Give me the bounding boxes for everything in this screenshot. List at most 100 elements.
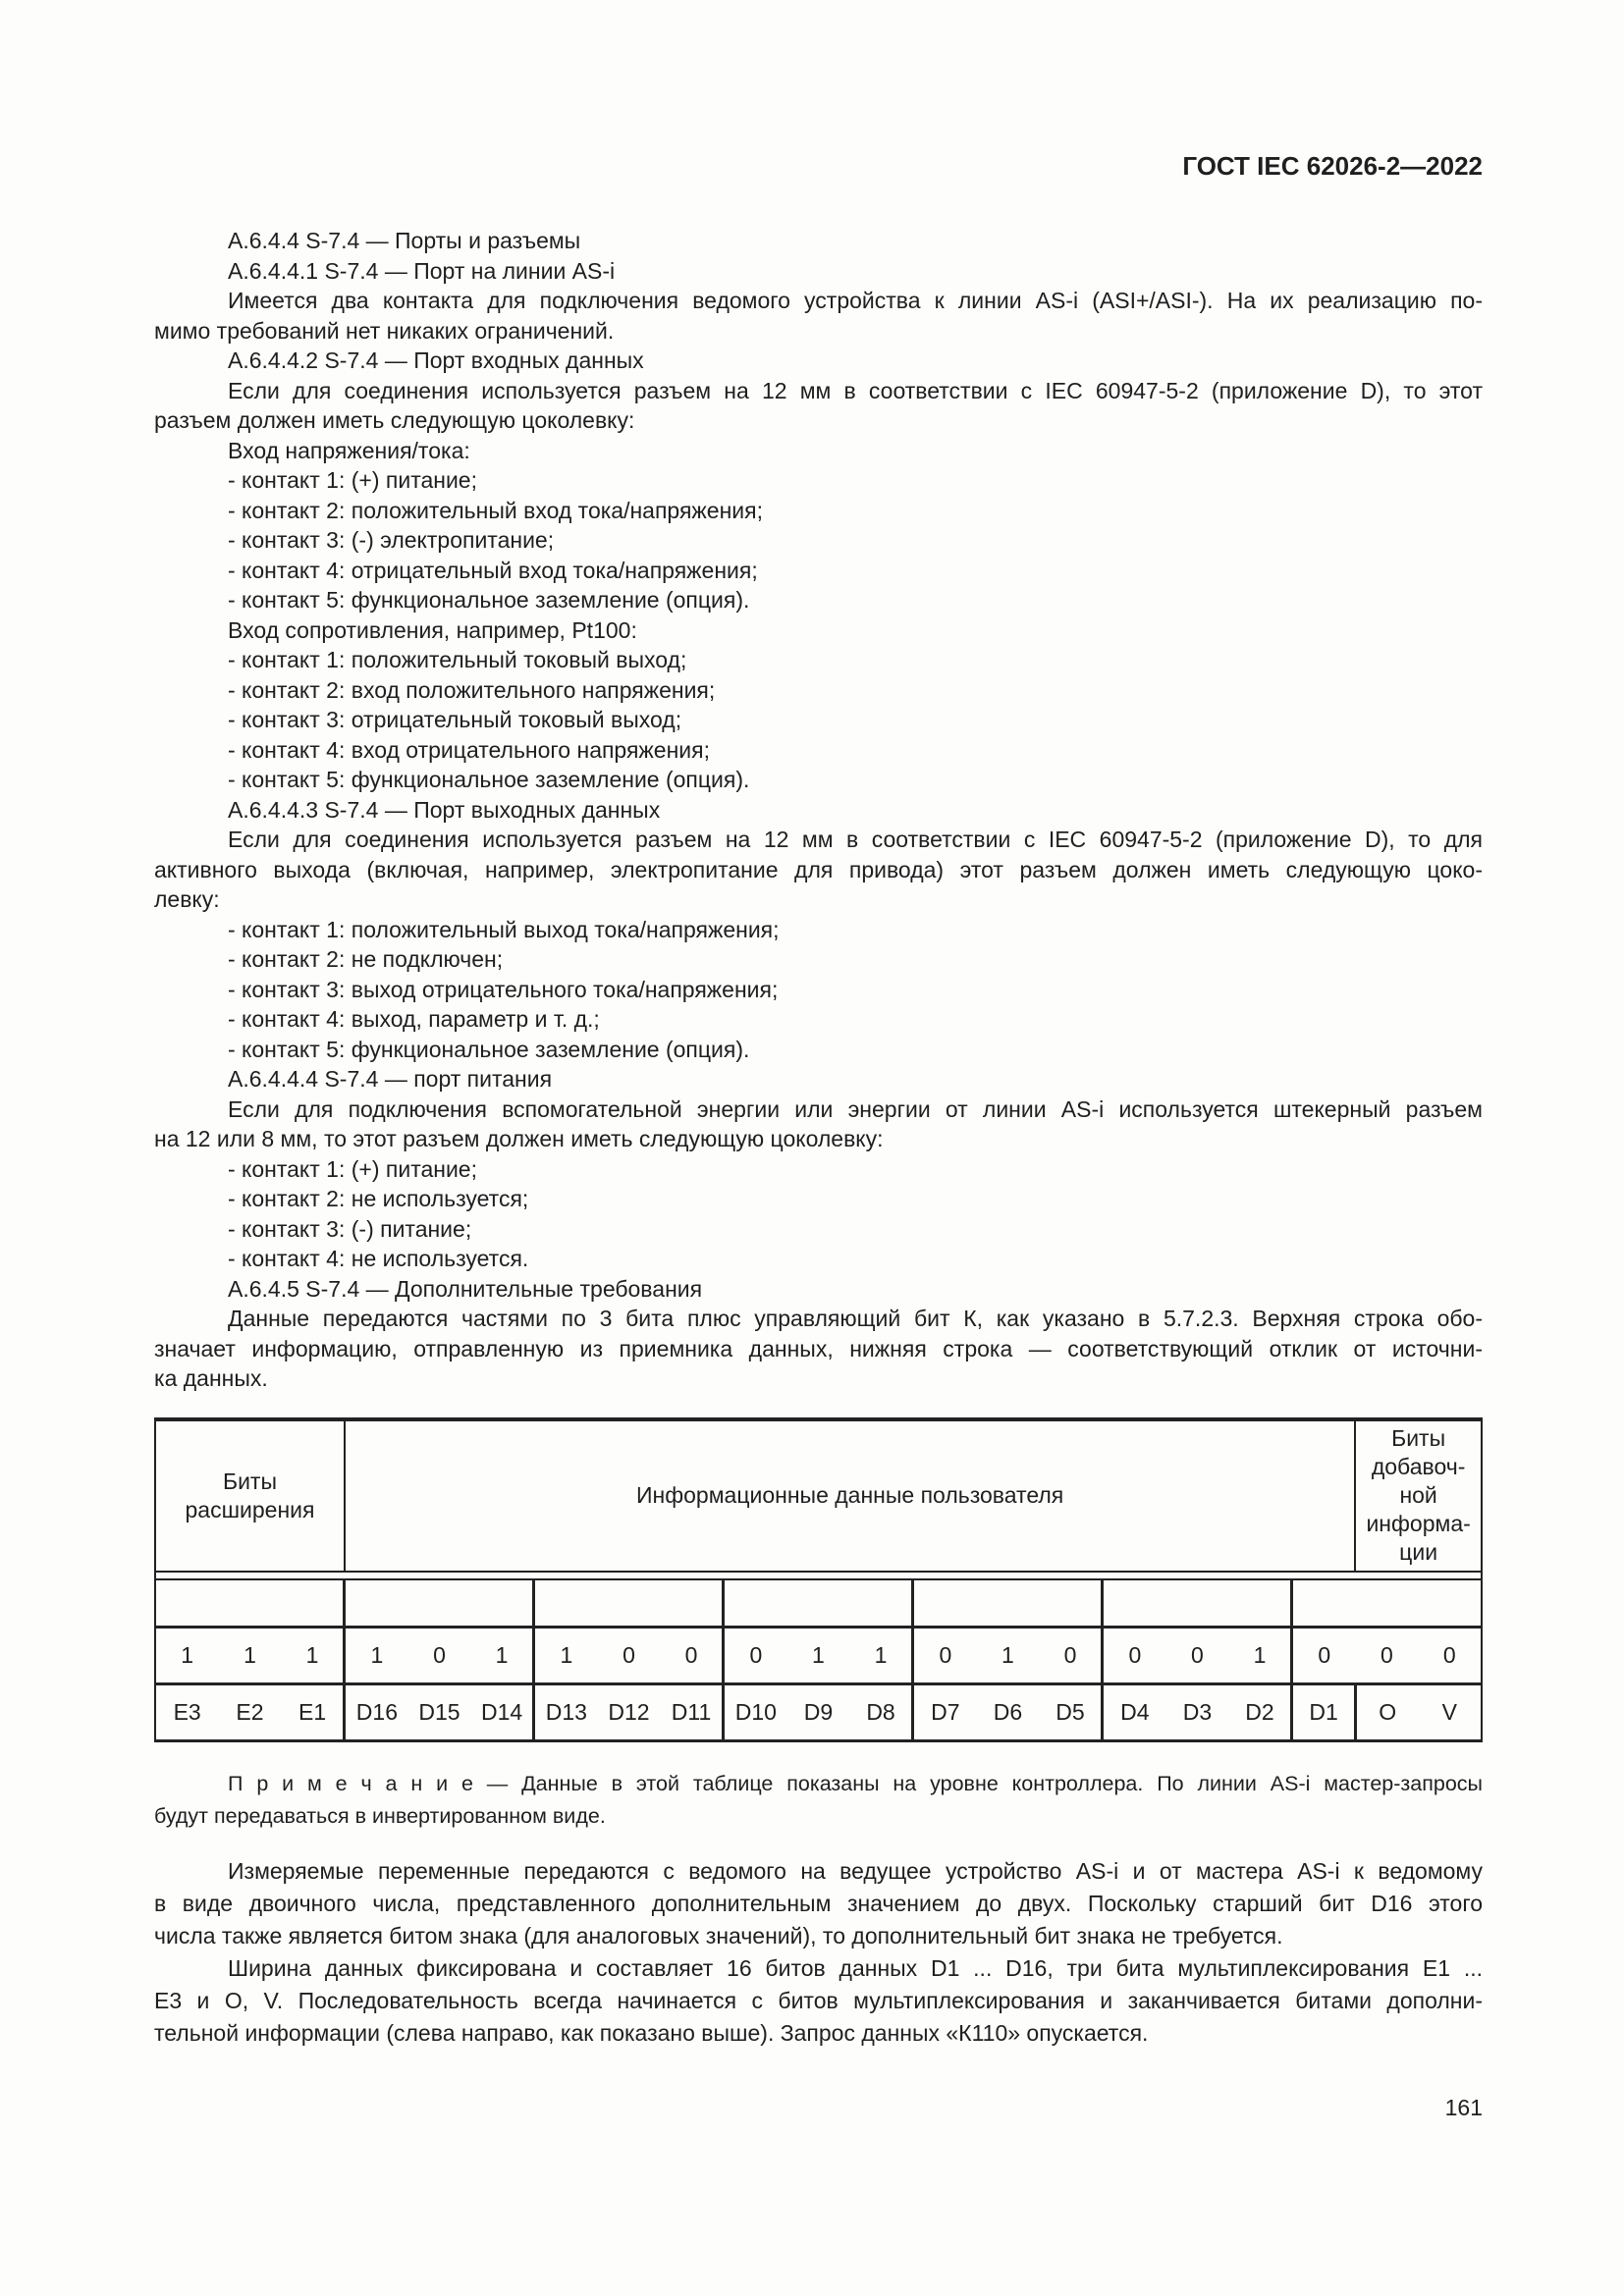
bit-value-cell: 0 (1165, 1627, 1229, 1685)
bit-structure-table: Биты расширения Информационные данные по… (154, 1416, 1483, 1742)
table-spacer-row (155, 1571, 1482, 1580)
bit-label-cell: D7 (931, 1698, 960, 1725)
group-cell (155, 1578, 347, 1629)
group-cell (533, 1578, 726, 1629)
table-values-row: 1 1 1 1 0 1 1 0 0 0 1 1 0 1 0 0 0 1 0 0 (155, 1627, 1482, 1685)
bit-value-cell: 1 (470, 1627, 536, 1685)
text-line: - контакт 3: выход отрицательного тока/н… (228, 976, 779, 1002)
note-line: П р и м е ч а н и е — Данные в этой табл… (228, 1771, 1483, 1795)
bit-value-cell: 0 (1291, 1627, 1356, 1685)
text-line: А.6.4.4 S-7.4 — Порты и разъемы (228, 228, 581, 253)
text-line: - контакт 5: функциональное заземление (… (228, 767, 750, 792)
text-line: - контакт 1: (+) питание; (228, 467, 477, 493)
col-header-extension-bits: Биты расширения (155, 1418, 346, 1573)
spacer-cell (155, 1571, 1482, 1580)
bit-value-cell: 1 (1228, 1627, 1294, 1685)
page-header: ГОСТ IEC 62026-2—2022 (154, 149, 1483, 183)
text-line: Ширина данных фиксирована и составляет 1… (228, 1954, 1483, 1981)
text-line: - контакт 5: функциональное заземление (… (228, 1036, 750, 1062)
text-line: Если для соединения используется разъем … (228, 377, 1483, 403)
bit-value-cell: 0 (407, 1627, 471, 1685)
group-cell (1291, 1578, 1482, 1629)
text-line: мимо требований нет никаких ограничений. (154, 317, 615, 344)
bit-label-cell: D16 (355, 1698, 398, 1725)
bit-value-cell: 0 (597, 1627, 661, 1685)
bit-value-cell: 0 (1039, 1627, 1105, 1685)
bit-value-cell: 0 (723, 1627, 787, 1685)
table-header-row: Биты расширения Информационные данные по… (155, 1418, 1482, 1573)
bit-label-cell: O (1379, 1698, 1397, 1725)
bit-value-cell: 0 (660, 1627, 726, 1685)
group-cell (1102, 1578, 1294, 1629)
text-line: - контакт 1: положительный выход тока/на… (228, 916, 780, 942)
text-line: числа также является битом знака (для ан… (154, 1922, 1283, 1949)
text-line: - контакт 3: (-) электропитание; (228, 527, 555, 553)
bit-label-cell: D4 (1120, 1698, 1150, 1725)
bit-value-cell: 0 (1355, 1627, 1419, 1685)
body-text: А.6.4.4 S-7.4 — Порты и разъемы А.6.4.4.1… (154, 226, 1483, 1394)
group-cell (344, 1578, 536, 1629)
bit-label-cell: D13 (545, 1698, 587, 1725)
group-cell (912, 1578, 1105, 1629)
bit-label-cell: D5 (1039, 1683, 1105, 1740)
bit-label-cell: D12 (608, 1698, 650, 1725)
text-line: на 12 или 8 мм, то этот разъем должен им… (154, 1126, 884, 1151)
bit-label-cell: D2 (1228, 1683, 1294, 1740)
bit-value-cell: 1 (976, 1627, 1040, 1685)
text-line: - контакт 1: положительный токовый выход… (228, 647, 687, 672)
text-line: Если для подключения вспомогательной эне… (228, 1095, 1483, 1122)
bit-label-cell: D6 (993, 1698, 1023, 1725)
text-line: тельной информации (слева направо, как п… (154, 2019, 1149, 2046)
text-line: - контакт 2: положительный вход тока/нап… (228, 497, 763, 523)
text-line: - контакт 3: (-) питание; (228, 1215, 472, 1242)
doc-number: ГОСТ IEC 62026-2—2022 (1182, 151, 1483, 181)
page-number: 161 (1444, 2094, 1483, 2120)
table-group-row (155, 1578, 1482, 1629)
bit-value-cell: 1 (281, 1627, 347, 1685)
text-line: в виде двоичного числа, представленного … (154, 1890, 1483, 1916)
bit-value-cell: 1 (786, 1627, 850, 1685)
bit-label-cell: D3 (1182, 1698, 1213, 1725)
bit-label-cell: D15 (418, 1698, 460, 1725)
text-line: - контакт 2: не подключен; (228, 946, 504, 972)
closing-paragraphs: Измеряемые переменные передаются с ведом… (154, 1855, 1483, 2050)
text-line: А.6.4.5 S-7.4 — Дополнительные требовани… (228, 1275, 703, 1302)
text-line: А.6.4.4.3 S-7.4 — Порт выходных данных (228, 796, 661, 823)
col-header-additional-bits: Биты добавоч- ной информа- ции (1354, 1418, 1482, 1573)
text-line: левку: (154, 886, 220, 912)
text-line: Данные передаются частями по 3 бита плюс… (228, 1306, 1483, 1331)
text-line: - контакт 5: функциональное заземление (… (228, 587, 750, 613)
table-labels-row: E3 E2 E1 D16 D15 D14 D13 D12 D11 D10 D9 … (155, 1683, 1482, 1740)
text-line: - контакт 4: вход отрицательного напряже… (228, 736, 710, 763)
text-line: - контакт 4: отрицательный вход тока/нап… (228, 557, 758, 583)
text-line: ка данных. (154, 1365, 268, 1391)
bit-value-cell: 1 (533, 1627, 598, 1685)
bit-label-cell: D14 (470, 1683, 536, 1740)
text-line: Вход напряжения/тока: (228, 437, 470, 463)
bit-value-cell: 1 (849, 1627, 915, 1685)
text-line: - контакт 3: отрицательный токовый выход… (228, 707, 682, 732)
bit-label-cell: E2 (236, 1698, 264, 1725)
bit-value-cell: 0 (912, 1627, 977, 1685)
bit-value-cell: 0 (1418, 1627, 1482, 1685)
text-line: А.6.4.4.4 S-7.4 — порт питания (228, 1066, 553, 1092)
text-line: разъем должен иметь следующую цоколевку: (154, 407, 635, 433)
bit-label-cell: D11 (660, 1683, 726, 1740)
bit-value-cell: 0 (1102, 1627, 1166, 1685)
text-line: E3 и O, V. Последовательность всегда нач… (154, 1987, 1483, 2013)
text-line: А.6.4.4.1 S-7.4 — Порт на линии AS-i (228, 257, 616, 284)
note-text: П р и м е ч а н и е — Данные в этой табл… (154, 1768, 1483, 1833)
text-line: - контакт 4: не используется. (228, 1246, 529, 1271)
bit-value-cell: 1 (155, 1627, 219, 1685)
bit-label-cell: V (1441, 1698, 1457, 1725)
text-line: - контакт 4: выход, параметр и т. д.; (228, 1006, 600, 1032)
bit-label-cell: D8 (849, 1683, 915, 1740)
text-line: Вход сопротивления, например, Pt100: (228, 616, 637, 643)
col-header-user-data: Информационные данные пользователя (344, 1418, 1356, 1573)
text-line: Измеряемые переменные передаются с ведом… (228, 1857, 1483, 1884)
text-line: Если для соединения используется разъем … (228, 827, 1483, 852)
text-line: значает информацию, отправленную из прие… (154, 1335, 1483, 1362)
bit-label-cell: E1 (281, 1683, 347, 1740)
bit-label-cell: E3 (173, 1698, 201, 1725)
